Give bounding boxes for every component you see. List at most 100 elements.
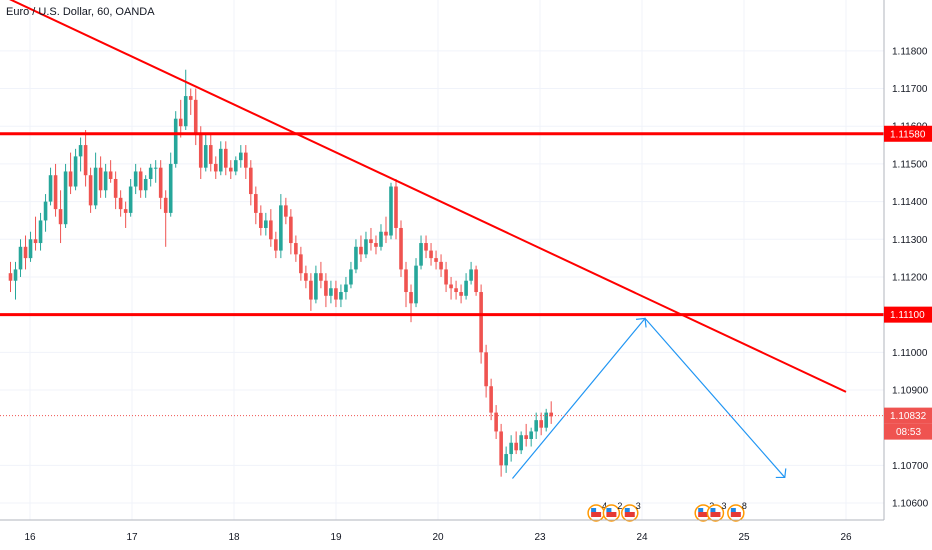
candle-body: [83, 145, 88, 176]
candle-body: [38, 220, 43, 244]
us-flag-canton-icon: [730, 508, 736, 512]
projection-arrowhead: [775, 468, 787, 479]
us-flag-canton-icon: [624, 508, 630, 512]
candle-body: [444, 269, 448, 285]
price-tick-label: 1.11500: [892, 159, 928, 170]
candle-body: [289, 216, 293, 244]
candle-body: [399, 227, 403, 270]
projection-arrowhead: [635, 317, 647, 328]
candle-body: [33, 239, 38, 244]
candle-body: [344, 284, 348, 293]
price-tick-label: 1.11700: [892, 84, 928, 95]
us-flag-stripe-icon: [698, 512, 709, 517]
candle-body: [339, 292, 343, 300]
price-axis[interactable]: 1.118001.117001.116001.115001.114001.113…: [883, 0, 932, 520]
candle-body: [249, 167, 253, 195]
candle-body: [544, 412, 548, 428]
candle-body: [349, 269, 353, 285]
candle-body: [238, 152, 243, 161]
level-price-tag: [884, 306, 932, 323]
candle-body: [233, 160, 238, 172]
candle-body: [364, 239, 368, 255]
economic-event-count: 2: [617, 501, 622, 511]
candle-body: [519, 435, 523, 451]
candle-body: [23, 246, 28, 259]
candle-body: [459, 292, 463, 296]
candle-body: [93, 167, 98, 206]
countdown-tag: [884, 423, 932, 440]
price-tick-label: 1.11800: [892, 46, 928, 57]
us-flag-stripe-icon: [624, 512, 635, 517]
candle-body: [464, 280, 468, 296]
candle-body: [264, 220, 268, 228]
candle-body: [524, 435, 528, 439]
candle-body: [78, 145, 83, 157]
candle-body: [259, 212, 263, 228]
candle-body: [334, 288, 338, 300]
candle-body: [244, 152, 248, 168]
candle-body: [454, 288, 458, 293]
countdown-tag-label: 08:53: [896, 427, 921, 438]
price-tick-label: 1.10700: [892, 461, 929, 472]
candle-body: [369, 239, 373, 244]
candle-body: [123, 209, 128, 213]
symbol-title: Euro / U.S. Dollar, 60, OANDA: [6, 6, 155, 18]
level-price-tag-label: 1.11100: [890, 310, 925, 321]
time-tick-label: 17: [126, 532, 138, 543]
time-tick-label: 23: [534, 532, 546, 543]
economic-event-count: 8: [742, 501, 747, 511]
time-tick-label: 16: [24, 532, 36, 543]
candle-body: [279, 205, 283, 251]
candle-body: [98, 167, 103, 191]
candle-body: [193, 99, 198, 134]
candle-body: [198, 133, 203, 168]
candle-body: [128, 186, 133, 213]
candle-body: [549, 412, 553, 417]
price-tick-label: 1.10900: [892, 386, 929, 397]
us-flag-stripe-icon: [606, 512, 617, 517]
candle-body: [494, 412, 498, 432]
candle-body: [58, 209, 63, 225]
candle-body: [143, 178, 148, 191]
time-tick-label: 19: [330, 532, 342, 543]
level-price-tag-label: 1.11580: [890, 129, 926, 140]
candle-body: [384, 231, 388, 236]
candle-body: [424, 243, 428, 251]
candle-body: [274, 239, 278, 251]
candle-body: [173, 118, 178, 164]
candle-body: [223, 148, 228, 168]
time-tick-label: 25: [738, 532, 750, 543]
candle-body: [88, 175, 93, 206]
descending-trendline[interactable]: [0, 0, 847, 393]
level-price-tag: [884, 125, 932, 142]
price-tick-label: 1.11000: [892, 348, 928, 359]
candle-body: [359, 246, 363, 255]
candle-body: [324, 280, 328, 296]
us-flag-canton-icon: [698, 508, 704, 512]
candle-body: [138, 171, 143, 191]
us-flag-canton-icon: [710, 508, 716, 512]
candle-body: [539, 420, 543, 428]
candle-body: [374, 243, 378, 247]
candle-body: [474, 269, 478, 293]
us-flag-canton-icon: [591, 508, 597, 512]
candle-body: [404, 269, 408, 293]
candle-body: [529, 431, 533, 439]
time-axis[interactable]: 16 17 18 19 20 23 24 25 26: [0, 519, 884, 543]
candle-body: [409, 292, 413, 304]
candle-body: [299, 254, 303, 274]
candle-body: [534, 420, 538, 432]
candle-body: [113, 178, 118, 198]
candle-body: [254, 194, 258, 213]
current-price-tag: [884, 407, 932, 424]
horizontal-levels[interactable]: [0, 132, 884, 317]
us-flag-stripe-icon: [730, 512, 741, 517]
price-tick-label: 1.11400: [892, 197, 928, 208]
candle-body: [294, 243, 298, 255]
candle-body: [153, 167, 158, 169]
candle-body: [269, 220, 273, 240]
economic-events[interactable]: 423238: [587, 501, 747, 522]
candle-body: [13, 269, 18, 281]
candle-body: [118, 197, 123, 210]
